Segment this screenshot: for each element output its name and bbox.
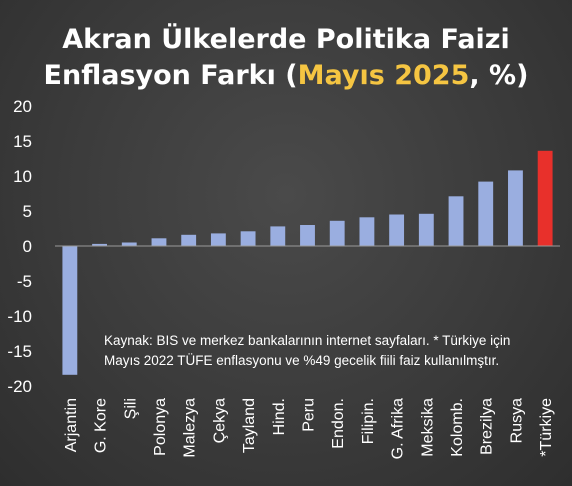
bar-3	[151, 238, 167, 246]
x-tick-label: Çekya	[211, 398, 228, 443]
bar-5	[210, 233, 226, 246]
source-note: Kaynak: BIS ve merkez bankalarının inter…	[104, 331, 564, 371]
x-tick-label: Rusya	[508, 398, 525, 443]
x-tick-label: Endon.	[330, 398, 347, 449]
x-tick-label: Polonya	[152, 398, 169, 456]
x-tick-label: Meksika	[419, 398, 436, 457]
y-tick-label: 5	[23, 202, 32, 221]
bar-9	[329, 220, 345, 246]
chart-title: Akran Ülkelerde Politika Faizi Enflasyon…	[0, 22, 572, 94]
x-tick-label: Peru	[301, 398, 318, 432]
y-tick-label: 20	[13, 97, 32, 116]
bar-2	[121, 242, 137, 246]
y-tick-label: -10	[7, 307, 32, 326]
bar-10	[359, 217, 375, 246]
source-note-line-2: Mayıs 2022 TÜFE enflasyonu ve %49 geceli…	[104, 353, 500, 368]
bar-4	[181, 234, 197, 246]
title-line-2-highlight: Mayıs 2025	[297, 60, 470, 91]
x-tick-label: Hind.	[271, 398, 288, 435]
source-note-line-1: Kaynak: BIS ve merkez bankalarının inter…	[104, 333, 511, 348]
y-tick-label: 0	[23, 237, 32, 256]
title-line-2-prefix: Enflasyon Farkı (	[43, 60, 298, 91]
y-tick-label: 15	[13, 132, 32, 151]
bar-15	[508, 170, 523, 246]
y-tick-label: 10	[13, 167, 32, 186]
bar-7	[270, 226, 286, 246]
x-tick-label: G. Afrika	[390, 398, 407, 459]
title-line-1: Akran Ülkelerde Politika Faizi	[62, 24, 510, 55]
x-tick-label: Şili	[122, 398, 139, 419]
title-line-2-suffix: , %)	[469, 60, 529, 91]
x-tick-label: Tayland	[241, 398, 258, 453]
title-line-2: Enflasyon Farkı (Mayıs 2025, %)	[0, 58, 572, 94]
bar-11	[389, 214, 405, 246]
y-tick-label: -20	[7, 377, 32, 396]
x-tick-label: Malezya	[182, 398, 199, 458]
x-tick-label: Kolomb.	[449, 398, 466, 457]
bar-1	[92, 243, 107, 246]
x-tick-label: *Türkiye	[538, 398, 555, 457]
bar-6	[240, 231, 256, 246]
bar-16	[537, 150, 553, 246]
bar-12	[418, 213, 434, 246]
bar-0	[62, 246, 78, 375]
y-tick-label: -15	[7, 342, 32, 361]
bar-13	[448, 196, 464, 246]
x-tick-label: Arjantin	[63, 398, 80, 452]
x-tick-label: Filipin.	[360, 398, 377, 444]
bar-8	[300, 225, 315, 246]
x-tick-label: G. Kore	[93, 398, 110, 453]
y-tick-label: -5	[17, 272, 32, 291]
x-tick-label: Brezilya	[479, 398, 496, 455]
bar-14	[478, 181, 494, 246]
